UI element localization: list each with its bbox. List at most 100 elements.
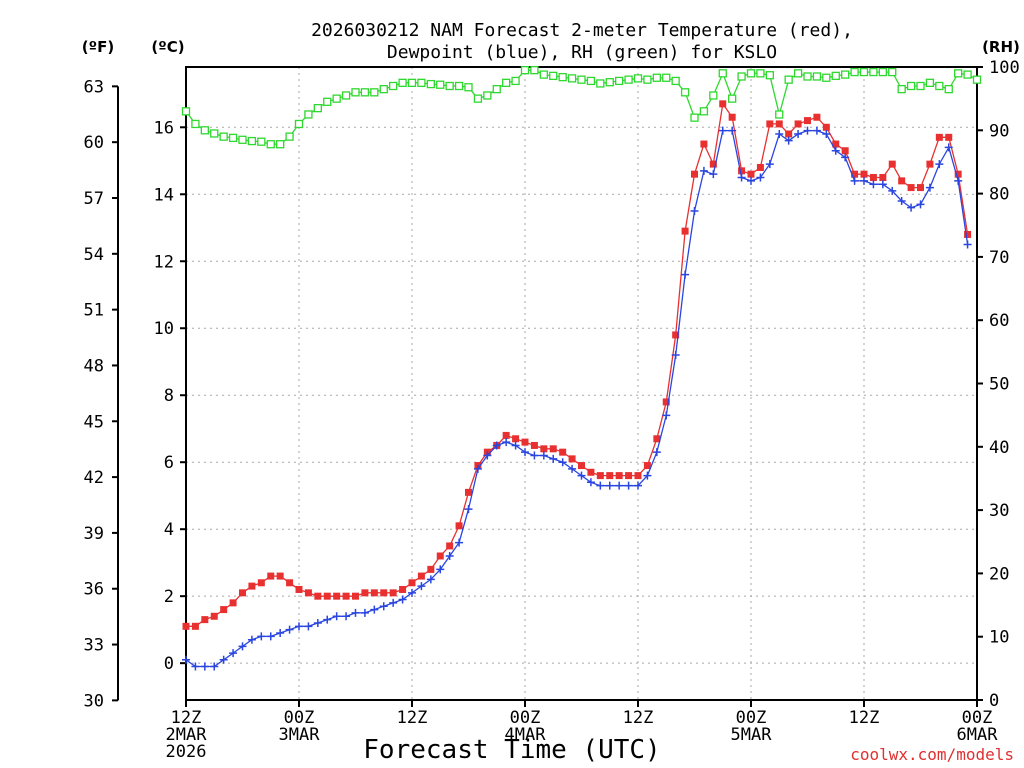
rh-point	[643, 75, 652, 84]
temperature-point	[832, 140, 840, 148]
temperature-point	[257, 579, 265, 587]
rh-point	[954, 69, 963, 78]
rh-point	[925, 78, 935, 87]
rh-point	[756, 69, 765, 78]
temperature-point	[512, 435, 520, 443]
temperature-point	[248, 582, 256, 590]
x-tick-label: 4MAR	[505, 725, 547, 745]
temperature-point	[182, 622, 190, 630]
temperature-point	[465, 488, 472, 496]
rh-point	[596, 79, 605, 88]
temperature-point	[342, 592, 350, 600]
rh-point	[812, 72, 822, 81]
fahrenheit-tick-label: 54	[84, 245, 104, 265]
temperature-point	[813, 113, 821, 121]
rh-point	[671, 76, 680, 86]
dewpoint-point	[455, 538, 464, 547]
temperature-point	[926, 160, 934, 168]
rh-point	[228, 133, 238, 143]
dewpoint-point	[747, 176, 755, 185]
rh-point	[313, 103, 322, 113]
temperature-point	[945, 133, 953, 141]
temperature-point	[634, 472, 642, 480]
dewpoint-point	[756, 173, 765, 182]
temperature-point	[267, 572, 275, 580]
dewpoint-point	[850, 176, 859, 185]
temperature-point	[201, 616, 209, 624]
series-dewpoint	[182, 126, 972, 671]
rh-point	[247, 136, 257, 146]
rh-tick-label: 50	[989, 375, 1009, 395]
dewpoint-point	[681, 270, 690, 279]
dewpoint-point	[182, 655, 190, 664]
dewpoint-point	[605, 481, 614, 490]
temperature-point	[662, 398, 670, 406]
fahrenheit-tick-label: 63	[84, 77, 104, 97]
dewpoint-point	[963, 240, 972, 249]
dewpoint-point	[445, 551, 454, 560]
temperature-point	[954, 170, 962, 178]
rh-tick-label: 20	[989, 564, 1009, 584]
temperature-point	[323, 592, 331, 600]
temperature-point	[681, 227, 689, 235]
rh-point	[718, 69, 727, 78]
rh-point	[454, 81, 464, 91]
temperature-point	[907, 184, 915, 192]
rh-point	[407, 78, 417, 87]
dewpoint-point	[907, 203, 916, 212]
dewpoint-point	[944, 143, 953, 152]
temperature-point	[898, 177, 906, 185]
temperature-point	[766, 120, 774, 128]
rh-point	[850, 67, 859, 77]
temperature-point	[455, 522, 463, 530]
dewpoint-point	[586, 478, 595, 487]
tick-labels: 30 33 36 39 42 45 48 51 54 57 60 63 0 2 4 6 8 10 12 14 16 0 10…	[84, 58, 1020, 762]
rh-point	[586, 76, 596, 86]
temperature-point	[738, 167, 746, 175]
temperature-point	[606, 472, 614, 480]
rh-point	[417, 78, 426, 87]
rh-point	[935, 81, 944, 91]
dewpoint-point	[568, 464, 577, 473]
rh-point	[567, 74, 577, 83]
rh-point	[652, 73, 661, 82]
temperature-point	[191, 622, 199, 630]
celsius-tick-label: 8	[164, 386, 174, 406]
temperature-point	[210, 612, 218, 620]
rh-point	[492, 85, 501, 94]
temperature-point	[615, 472, 623, 480]
series-rh	[181, 66, 982, 149]
rh-point	[360, 88, 370, 97]
dewpoint-point	[351, 608, 360, 617]
x-tick-label: 12Z	[171, 708, 202, 728]
dewpoint-point	[822, 129, 831, 138]
dewpoint-point	[690, 207, 699, 216]
x-tick-label: 2026	[166, 742, 207, 762]
rh-point	[746, 69, 756, 78]
dewpoint-point	[389, 598, 398, 607]
rh-point	[972, 75, 982, 84]
rh-tick-label: 80	[989, 185, 1009, 205]
rh-point	[699, 107, 709, 116]
temperature-point	[804, 117, 811, 125]
rh-tick-label: 30	[989, 501, 1009, 521]
plot-frame	[185, 66, 978, 701]
dewpoint-point	[558, 458, 567, 467]
temperature-point	[352, 592, 359, 600]
temperature-point	[625, 472, 633, 480]
dewpoint-point	[360, 608, 369, 617]
celsius-tick-label: 14	[154, 185, 174, 205]
temperature-point	[530, 441, 538, 449]
dewpoint-point	[954, 176, 963, 185]
x-tick-label: 00Z	[510, 708, 541, 728]
dewpoint-point	[794, 129, 803, 138]
rh-point	[841, 70, 850, 79]
rh-point	[370, 88, 379, 97]
temperature-point	[370, 589, 378, 597]
temperature-point	[286, 579, 294, 587]
rh-point	[577, 75, 586, 84]
dewpoint-point	[539, 451, 548, 460]
temperature-point	[653, 435, 661, 443]
dewpoint-point	[530, 451, 539, 460]
rh-point	[389, 81, 398, 91]
